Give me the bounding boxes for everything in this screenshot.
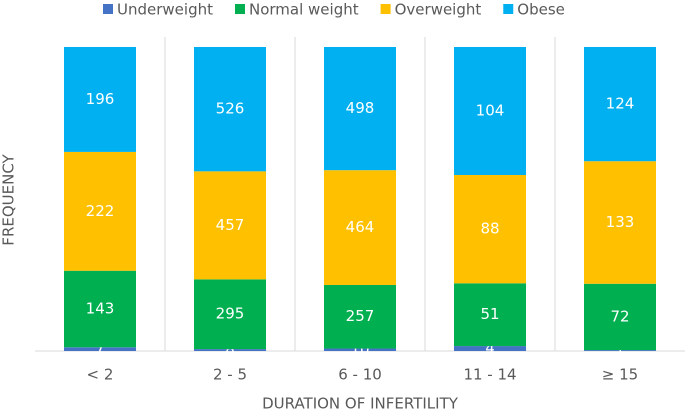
legend-label: Underweight	[117, 1, 213, 19]
value-label: 88	[480, 220, 499, 238]
value-label: 104	[476, 102, 505, 120]
value-label: 8	[225, 341, 235, 359]
bar-segment	[194, 47, 266, 172]
x-tick-label: 11 - 14	[463, 366, 516, 384]
bar-segment	[584, 161, 656, 284]
value-label: 124	[606, 95, 635, 113]
bar-segment	[454, 47, 526, 175]
bar-segment	[64, 47, 136, 152]
value-label: 498	[346, 99, 375, 117]
legend-label: Overweight	[395, 1, 482, 19]
bar-segment	[64, 347, 136, 351]
value-label: 143	[86, 299, 115, 317]
bar-segment	[324, 348, 396, 351]
legend-label: Normal weight	[249, 1, 359, 19]
bar-segment	[64, 270, 136, 348]
x-tick-label: 6 - 10	[338, 366, 382, 384]
bar-segment	[454, 346, 526, 351]
legend-marker	[234, 4, 245, 14]
x-tick-label: ≥ 15	[602, 366, 638, 384]
bar-segment	[324, 284, 396, 349]
bar-segment	[194, 349, 266, 351]
bar-segment	[324, 47, 396, 171]
y-axis-title: FREQUENCY	[0, 153, 18, 245]
bar-segment	[454, 175, 526, 284]
bar-segment	[584, 283, 656, 351]
value-label: 72	[610, 307, 629, 325]
value-label: 457	[216, 216, 245, 234]
bar-segment	[194, 279, 266, 350]
value-label: 7	[95, 340, 105, 358]
bar-segment	[324, 170, 396, 285]
legend-label: Obese	[517, 1, 565, 19]
value-label: 51	[480, 305, 499, 323]
bar-segment	[454, 283, 526, 347]
x-tick-label: 2 - 5	[213, 366, 247, 384]
bar-segment	[584, 350, 656, 351]
value-label: 133	[606, 213, 635, 231]
value-label: 295	[216, 305, 245, 323]
bar-segment	[64, 151, 136, 271]
bar-segment	[194, 171, 266, 280]
value-label: 464	[346, 218, 375, 236]
value-label: 222	[86, 202, 115, 220]
legend-marker	[503, 4, 514, 14]
x-axis-title: DURATION OF INFERTILITY	[262, 395, 459, 411]
value-label: 257	[346, 307, 375, 325]
x-tick-label: < 2	[87, 366, 114, 384]
legend-marker	[380, 4, 391, 14]
value-label: 526	[216, 100, 245, 118]
legend-marker	[103, 4, 113, 14]
value-label: 196	[86, 90, 115, 108]
bar-segment	[584, 47, 656, 162]
value-label: 4	[485, 339, 495, 357]
